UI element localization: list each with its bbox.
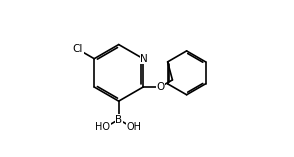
Text: Cl: Cl bbox=[73, 44, 83, 54]
Text: HO: HO bbox=[95, 122, 110, 132]
Text: N: N bbox=[141, 54, 148, 64]
Text: O: O bbox=[156, 82, 164, 92]
Text: OH: OH bbox=[126, 122, 141, 132]
Text: B: B bbox=[115, 114, 122, 125]
